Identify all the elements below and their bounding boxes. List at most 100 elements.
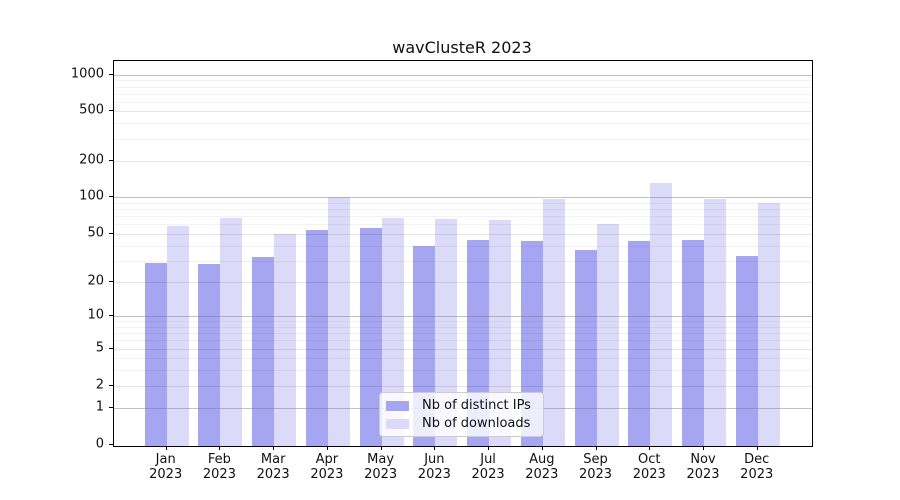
chart-title: wavClusteR 2023 [392,38,532,57]
y-tick-label-20: 20 [87,273,104,289]
x-tick-label-aug: Aug 2023 [525,452,559,482]
gridline-20 [114,282,812,283]
bar-downloads-mar [274,234,297,446]
y-tick-mark-200 [109,160,113,161]
x-tick-mark-jul [488,446,490,450]
gridline-600 [114,101,812,103]
bar-distinct-ips-feb [198,264,221,446]
gridline-6 [114,340,812,342]
bar-downloads-jan [166,226,189,446]
bar-downloads-nov [704,199,726,446]
x-tick-label-jun: Jun 2023 [417,452,451,482]
x-tick-mark-mar [273,446,275,450]
x-tick-mark-aug [541,446,543,450]
y-tick-mark-50 [109,233,113,234]
gridline-10 [114,316,812,317]
bar-downloads-dec [757,203,780,446]
x-tick-label-oct: Oct 2023 [632,452,666,482]
x-tick-mark-dec [756,446,758,450]
legend-swatch-downloads [386,418,409,429]
x-tick-label-sep: Sep 2023 [578,452,613,482]
gridline-3 [114,369,812,371]
y-tick-label-5: 5 [95,340,104,356]
y-tick-mark-0 [109,444,113,445]
bar-distinct-ips-may [359,227,382,446]
x-tick-mark-oct [649,446,651,450]
bar-downloads-apr [327,197,350,446]
x-tick-mark-apr [326,446,328,450]
y-tick-label-1: 1 [95,399,104,415]
legend-label-distinct-ips: Nb of distinct IPs [422,398,531,413]
gridline-300 [114,138,812,140]
legend-label-downloads: Nb of downloads [422,416,531,431]
y-tick-label-0: 0 [95,436,104,452]
x-tick-label-may: May 2023 [364,452,398,482]
x-tick-label-feb: Feb 2023 [202,452,236,482]
bar-downloads-jun [435,219,458,446]
gridline-1000 [114,75,812,76]
bar-distinct-ips-sep [574,249,597,446]
bar-downloads-sep [596,224,619,446]
bar-downloads-aug [542,198,565,446]
legend: Nb of distinct IPs Nb of downloads [379,392,544,437]
gridline-100 [114,197,812,198]
legend-entry-distinct-ips: Nb of distinct IPs [386,398,537,413]
plot-area [113,60,813,447]
bar-distinct-ips-oct [628,240,651,446]
y-tick-label-500: 500 [79,102,104,118]
bar-downloads-feb [220,218,243,446]
x-tick-mark-jan [165,446,167,450]
gridline-500 [114,111,812,112]
gridline-400 [114,123,812,125]
gridline-50 [114,234,812,235]
y-tick-mark-500 [109,110,113,111]
x-tick-label-apr: Apr 2023 [310,452,344,482]
bar-distinct-ips-mar [252,257,275,446]
bar-distinct-ips-nov [682,239,704,446]
x-tick-mark-may [380,446,382,450]
gridline-800 [114,86,812,88]
x-tick-label-nov: Nov 2023 [686,452,720,482]
gridline-9 [114,321,812,323]
grid-layer [114,61,812,446]
x-tick-mark-jun [434,446,436,450]
gridline-60 [114,224,812,226]
bar-downloads-jul [489,220,512,446]
legend-swatch-distinct-ips [386,400,409,411]
y-tick-label-2: 2 [95,377,104,393]
y-tick-mark-5 [109,348,113,349]
y-tick-label-50: 50 [87,225,104,241]
gridline-90 [114,202,812,204]
y-tick-label-200: 200 [79,152,104,168]
gridline-4 [114,358,812,359]
x-tick-mark-nov [703,446,704,450]
x-tick-label-mar: Mar 2023 [256,452,290,482]
x-tick-mark-feb [219,446,221,450]
y-tick-mark-20 [109,281,113,282]
x-tick-mark-sep [595,446,597,450]
y-tick-label-10: 10 [87,307,104,323]
gridline-80 [114,208,812,210]
gridline-5 [114,349,812,350]
x-tick-label-jan: Jan 2023 [149,452,183,482]
bar-downloads-may [381,218,404,446]
gridline-8 [114,326,812,328]
gridline-70 [114,216,812,218]
gridline-2 [114,386,812,387]
x-tick-label-jul: Jul 2023 [471,452,505,482]
gridline-200 [114,161,812,162]
y-tick-label-1000: 1000 [70,66,104,82]
bar-downloads-oct [650,183,673,446]
legend-entry-downloads: Nb of downloads [386,416,537,431]
gridline-40 [114,245,812,247]
bar-distinct-ips-dec [735,255,758,446]
bar-distinct-ips-jan [144,262,167,446]
y-tick-mark-1000 [109,74,113,75]
y-tick-mark-2 [109,385,113,386]
y-tick-mark-100 [109,196,113,197]
bar-distinct-ips-apr [305,229,328,446]
gridline-30 [114,260,812,262]
y-tick-mark-10 [109,315,113,316]
x-tick-label-dec: Dec 2023 [740,452,774,482]
